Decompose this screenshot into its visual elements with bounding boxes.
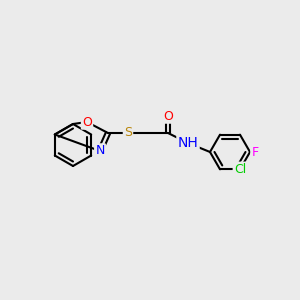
- Text: F: F: [251, 146, 259, 158]
- Text: NH: NH: [178, 136, 198, 150]
- Text: Cl: Cl: [234, 163, 246, 176]
- Text: O: O: [163, 110, 173, 122]
- Text: N: N: [95, 145, 105, 158]
- Text: S: S: [124, 127, 132, 140]
- Text: O: O: [82, 116, 92, 128]
